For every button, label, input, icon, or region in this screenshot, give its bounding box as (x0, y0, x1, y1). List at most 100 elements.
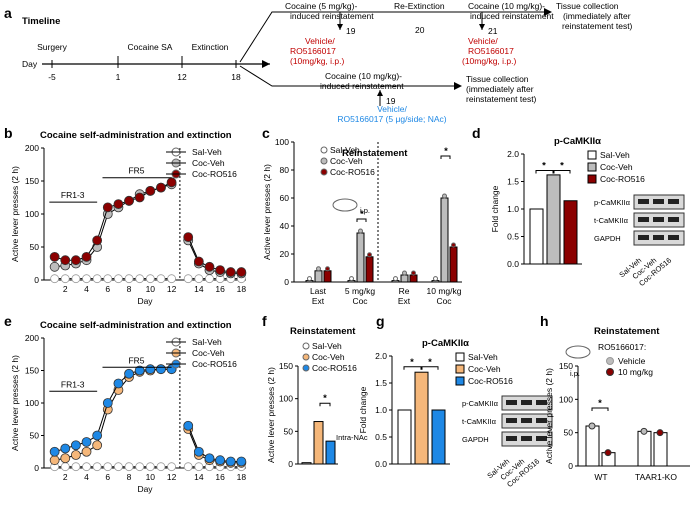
data-point (92, 274, 102, 284)
data-point (70, 255, 81, 266)
data-point (156, 182, 166, 193)
tissue-b3: reinstatement test) (466, 94, 537, 104)
panel-label-d: d (472, 125, 481, 141)
data-point (81, 251, 92, 262)
data-point (49, 455, 60, 466)
data-point (402, 270, 407, 276)
data-point (60, 274, 70, 284)
bracket (319, 402, 331, 407)
chart-c-y-tick: 60 (280, 193, 290, 203)
drug-1: Vehicle/ (305, 36, 335, 46)
data-point (113, 199, 124, 210)
chart-e-x-tick: 10 (146, 472, 156, 482)
fr13-label: FR1-3 (61, 190, 85, 200)
legend-label: Coc-RO516 (600, 174, 645, 184)
data-point (225, 267, 236, 277)
chart-g-ylabel: Fold change (358, 386, 368, 433)
data-point (225, 456, 236, 467)
day-value: 18 (231, 72, 241, 82)
group-label: 5 mg/kg (345, 286, 376, 296)
chart-b-xlabel: Day (137, 296, 153, 306)
data-point (145, 185, 156, 196)
data-point (124, 274, 134, 284)
legend-marker (320, 146, 328, 154)
legend-label: 10 mg/kg (618, 367, 653, 377)
data-point (166, 177, 177, 188)
chart-g-y-tick: 1.0 (375, 405, 387, 415)
legend-label: Coc-RO516 (192, 359, 237, 369)
data-point (183, 462, 193, 472)
data-point (367, 252, 372, 258)
data-point (442, 193, 447, 199)
bar (414, 371, 429, 465)
bar (365, 256, 374, 283)
legend-label: Sal-Veh (330, 145, 360, 155)
chart-h-y-tick: 150 (559, 361, 573, 371)
chart-b-y-tick: 50 (30, 242, 40, 252)
chart-f-y-tick: 50 (284, 426, 294, 436)
significance-star: * (560, 161, 564, 172)
chart-e-y-tick: 150 (25, 366, 39, 376)
data-point (183, 274, 193, 284)
blot-band (668, 199, 679, 204)
day-value: 20 (415, 25, 425, 35)
blot-band (653, 235, 664, 240)
branch-bottom (239, 65, 455, 87)
bar (325, 440, 336, 465)
ip-label: i.p. (570, 369, 580, 378)
fr5-label: FR5 (128, 355, 144, 365)
chart-b-y-tick: 200 (25, 143, 39, 153)
chart-h-y-tick: 100 (559, 394, 573, 404)
bar (637, 430, 652, 467)
data-point (124, 195, 134, 206)
data-point (204, 261, 215, 272)
legend-swatch (455, 376, 465, 386)
mouse-icon (565, 345, 591, 359)
data-point (236, 267, 247, 277)
bar (397, 409, 412, 465)
blot-band (668, 217, 679, 222)
legend-label: Sal-Veh (468, 352, 498, 362)
blot-band (638, 217, 649, 222)
bracket (403, 366, 422, 370)
group-label: TAAR1-KO (635, 472, 677, 482)
mouse-icon (332, 198, 358, 212)
data-point (393, 276, 398, 282)
panel-label-a: a (4, 5, 12, 21)
data-point (325, 266, 330, 272)
blot-band (506, 436, 517, 441)
bar (301, 462, 312, 465)
legend-marker (320, 157, 328, 165)
bar (563, 200, 578, 265)
chart-e-y-tick: 50 (30, 431, 40, 441)
arrow-icon (544, 8, 552, 16)
chart-h-y-tick: 50 (564, 428, 574, 438)
data-point (124, 462, 134, 472)
data-point (103, 462, 113, 472)
legend-label: Coc-RO516 (192, 169, 237, 179)
chart-e-x-tick: 4 (84, 472, 89, 482)
chart-e-x-tick: 16 (215, 472, 225, 482)
ro-label: RO5166017: (598, 342, 646, 352)
tissue-b2: (immediately after (466, 84, 534, 94)
day-label: Day (22, 59, 38, 69)
data-point (60, 453, 71, 464)
bar (449, 246, 458, 283)
blot-band (536, 418, 547, 423)
chart-e-x-tick: 6 (105, 472, 110, 482)
legend-swatch (587, 150, 597, 160)
chart-b-y-tick: 150 (25, 176, 39, 186)
data-point (92, 235, 103, 246)
blot-band (521, 418, 532, 423)
data-point (183, 420, 194, 431)
bar (529, 208, 544, 265)
legend-label: Sal-Veh (192, 147, 222, 157)
legend-marker (606, 357, 614, 365)
chart-c-y-tick: 40 (280, 221, 290, 231)
data-point (71, 462, 81, 472)
drug-2: RO5166017 (290, 46, 336, 56)
chart-c-ylabel: Active lever presses (2 h) (262, 164, 272, 260)
legend-label: Coc-RO516 (468, 376, 513, 386)
chart-e-ylabel: Active lever presses (2 h) (10, 355, 20, 451)
chart-b-x-tick: 12 (167, 284, 177, 294)
